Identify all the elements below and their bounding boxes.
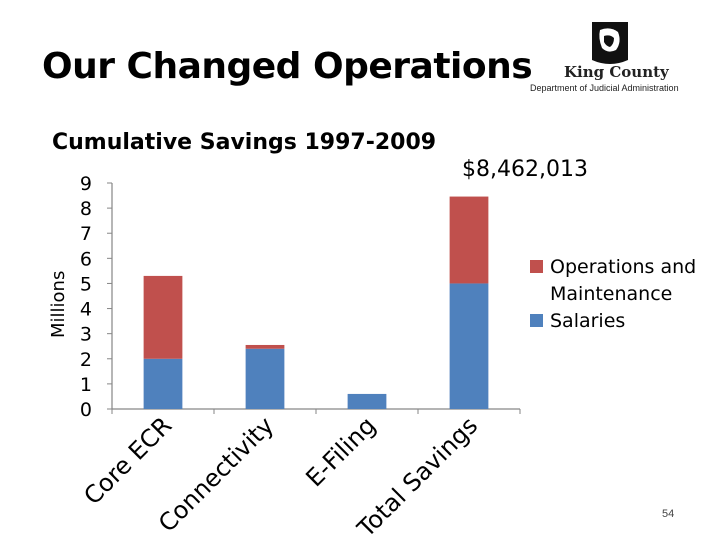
- slide-title: Our Changed Operations: [42, 46, 533, 87]
- legend-label-operations: Operations and Maintenance: [550, 256, 697, 305]
- bar-salaries: [245, 348, 285, 409]
- legend-item-operations: Operations and Maintenance: [530, 254, 720, 308]
- page-number: 54: [662, 508, 675, 520]
- legend-label-salaries: Salaries: [550, 310, 626, 332]
- y-tick-label: 2: [80, 349, 92, 371]
- legend-item-salaries: Salaries: [530, 308, 720, 335]
- logo-department: Department of Judicial Administration: [530, 83, 679, 93]
- y-tick-label: 9: [80, 173, 92, 195]
- bar-salaries: [143, 358, 183, 409]
- bar-salaries: [347, 393, 387, 409]
- bar-salaries: [449, 283, 489, 409]
- logo-name: King County: [564, 63, 669, 81]
- legend: Operations and Maintenance Salaries: [530, 254, 720, 335]
- bar-operations: [449, 196, 489, 284]
- y-tick-label: 0: [80, 399, 92, 421]
- legend-swatch-salaries: [530, 314, 543, 327]
- king-county-emblem-icon: [592, 22, 628, 64]
- legend-swatch-operations: [530, 260, 543, 273]
- bar-operations: [245, 344, 285, 349]
- x-tick-label: E-Filing: [300, 411, 381, 492]
- y-tick-label: 5: [80, 273, 92, 295]
- king-county-logo: [592, 22, 628, 64]
- x-tick-label: Core ECR: [78, 411, 177, 510]
- y-tick-label: 6: [80, 248, 92, 270]
- y-tick-label: 7: [80, 223, 92, 245]
- chart-title: Cumulative Savings 1997-2009: [52, 130, 437, 155]
- total-annotation: $8,462,013: [462, 157, 588, 182]
- y-tick-label: 1: [80, 374, 92, 396]
- bar-operations: [143, 275, 183, 359]
- y-tick-label: 8: [80, 198, 92, 220]
- y-tick-label: 3: [80, 324, 92, 346]
- y-tick-label: 4: [80, 299, 92, 321]
